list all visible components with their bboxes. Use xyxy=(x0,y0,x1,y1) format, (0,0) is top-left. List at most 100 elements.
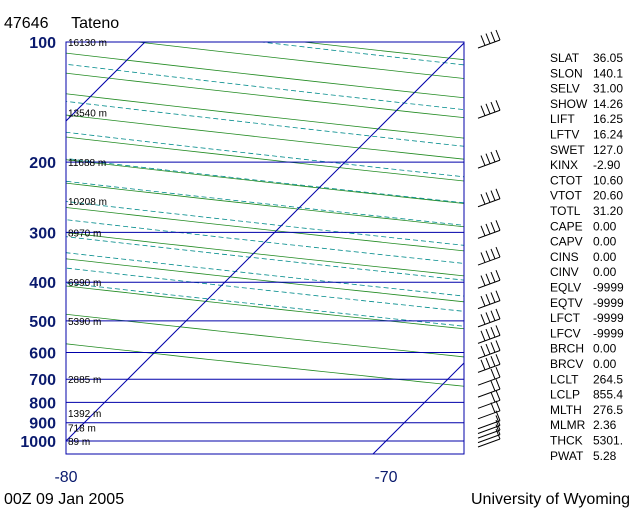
pressure-tick-label: 1000 xyxy=(20,434,56,451)
isotherm xyxy=(66,42,464,442)
height-label: 10208 m xyxy=(68,197,107,208)
wind-barbs xyxy=(477,29,501,448)
wind-barb xyxy=(477,308,501,328)
index-value: 36.05 xyxy=(593,51,623,65)
index-value: 31.20 xyxy=(593,204,623,218)
moist-adiabat xyxy=(66,282,464,327)
wind-barb xyxy=(477,188,501,208)
index-name: MLTH xyxy=(550,403,582,417)
isobars xyxy=(66,42,464,442)
isotherm xyxy=(372,362,464,454)
data-source: University of Wyoming xyxy=(470,491,630,508)
dry-adiabat xyxy=(66,52,464,99)
index-value: 16.25 xyxy=(593,112,623,126)
index-value: 20.60 xyxy=(593,189,623,203)
dry-adiabat xyxy=(66,313,464,358)
dry-adiabat xyxy=(303,42,464,61)
index-value: 855.4 xyxy=(593,388,623,402)
index-value: 0.00 xyxy=(593,219,617,233)
height-label: 13540 m xyxy=(68,108,107,119)
index-name: LFTV xyxy=(550,128,579,142)
wind-barb xyxy=(477,424,501,444)
pressure-tick-label: 300 xyxy=(29,225,56,242)
isotherms xyxy=(66,42,464,454)
height-label: 11688 m xyxy=(68,158,106,169)
index-value: 127.0 xyxy=(593,143,623,157)
dry-adiabat xyxy=(66,207,464,252)
index-name: SLAT xyxy=(550,51,580,65)
index-name: TOTL xyxy=(550,204,581,218)
index-name: LCLT xyxy=(550,372,579,386)
height-label: 8970 m xyxy=(68,228,101,239)
wind-barb xyxy=(477,270,501,289)
index-value: 276.5 xyxy=(593,403,623,417)
index-name: VTOT xyxy=(550,189,582,203)
index-value: 5301. xyxy=(593,434,623,448)
wind-barb xyxy=(477,29,501,49)
index-name: CAPV xyxy=(550,235,583,249)
index-name: SHOW xyxy=(550,97,588,111)
station-id: 47646 xyxy=(4,15,49,32)
height-label: 89 m xyxy=(68,437,90,448)
index-name: KINX xyxy=(550,158,578,172)
dry-adiabat xyxy=(66,93,464,139)
index-value: 14.26 xyxy=(593,97,623,111)
wind-barb xyxy=(477,367,501,386)
height-label: 1392 m xyxy=(68,409,101,420)
moist-adiabat xyxy=(66,180,464,226)
temperature-axis: -80-70-60-50-40-30-20-10010203040 xyxy=(54,469,397,486)
index-value: 264.5 xyxy=(593,372,623,386)
wind-barb xyxy=(477,220,501,239)
index-value: -9999 xyxy=(593,281,624,295)
pressure-tick-label: 400 xyxy=(29,275,56,292)
moist-adiabat xyxy=(66,63,464,111)
temperature-tick-label: -80 xyxy=(54,469,77,486)
moist-adiabat xyxy=(66,158,464,204)
index-name: BRCV xyxy=(550,357,583,371)
pressure-tick-label: 900 xyxy=(29,416,56,433)
wind-barb xyxy=(477,354,501,373)
wind-barb xyxy=(477,325,501,344)
station-header: 47646 Tateno xyxy=(4,15,119,33)
index-value: 0.00 xyxy=(593,265,617,279)
index-value: -9999 xyxy=(593,326,624,340)
pressure-tick-label: 200 xyxy=(29,155,56,172)
wind-barb xyxy=(477,419,501,439)
index-value: 5.28 xyxy=(593,449,617,463)
height-label: 5390 m xyxy=(68,317,101,328)
index-value: 2.36 xyxy=(593,418,617,432)
pressure-tick-label: 700 xyxy=(29,372,56,389)
dry-adiabat xyxy=(66,343,464,387)
moist-adiabat xyxy=(66,267,464,312)
moist-adiabat xyxy=(66,219,464,264)
index-value: 140.1 xyxy=(593,66,623,80)
pressure-tick-label: 600 xyxy=(29,345,56,362)
index-value: 0.00 xyxy=(593,357,617,371)
index-name: LFCT xyxy=(550,311,581,325)
dry-adiabat xyxy=(66,258,464,303)
index-name: MLMR xyxy=(550,418,586,432)
plot-frame xyxy=(65,41,465,455)
index-name: THCK xyxy=(550,434,583,448)
wind-barb xyxy=(477,149,501,169)
index-value: 0.00 xyxy=(593,250,617,264)
height-label: 718 m xyxy=(68,423,96,434)
index-value: 0.00 xyxy=(593,342,617,356)
pressure-tick-label: 100 xyxy=(29,35,56,52)
index-value: 0.00 xyxy=(593,235,617,249)
dry-adiabat xyxy=(66,285,464,330)
indices-table: SLAT 36.05 SLON 140.1 SELV 31.00 SHOW 14.26 LIFT… xyxy=(550,51,624,463)
index-name: BRCH xyxy=(550,342,584,356)
station-name: Tateno xyxy=(71,15,120,32)
moist-adiabat xyxy=(66,252,464,297)
wind-barb xyxy=(477,415,501,434)
index-name: LCLP xyxy=(550,388,580,402)
wind-barb xyxy=(477,246,501,266)
index-name: LIFT xyxy=(550,112,575,126)
index-name: PWAT xyxy=(550,449,584,463)
dry-adiabat xyxy=(66,72,464,119)
height-label: 6990 m xyxy=(68,278,101,289)
index-value: -9999 xyxy=(593,311,624,325)
sounding-date: 00Z 09 Jan 2005 xyxy=(4,491,125,508)
